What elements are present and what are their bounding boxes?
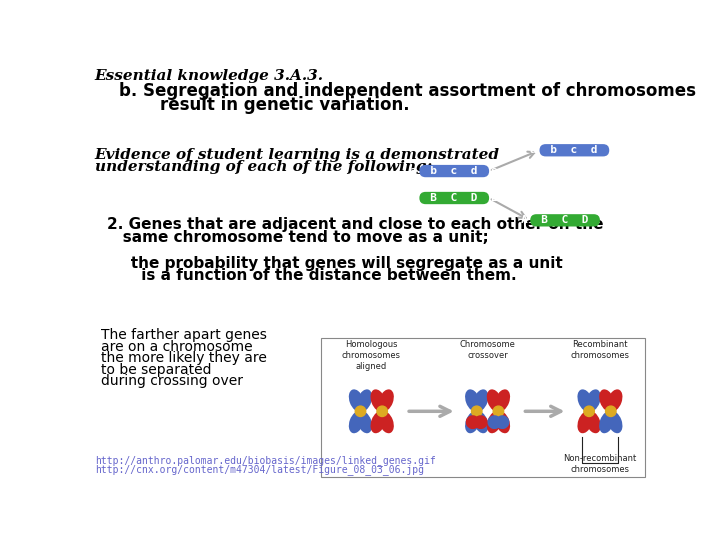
Text: http://anthro.palomar.edu/biobasis/images/linked_genes.gif: http://anthro.palomar.edu/biobasis/image…	[94, 455, 436, 466]
Circle shape	[355, 406, 366, 416]
Text: to be separated: to be separated	[101, 363, 212, 377]
Text: Evidence of student learning is a demonstrated: Evidence of student learning is a demons…	[94, 148, 500, 162]
Ellipse shape	[577, 411, 593, 433]
Text: Recombinant
chromosomes: Recombinant chromosomes	[570, 340, 629, 360]
Ellipse shape	[357, 389, 372, 411]
Ellipse shape	[474, 415, 487, 429]
Ellipse shape	[599, 389, 614, 411]
Ellipse shape	[357, 411, 372, 433]
Ellipse shape	[487, 415, 501, 429]
Text: same chromosome tend to move as a unit;: same chromosome tend to move as a unit;	[107, 230, 489, 245]
FancyBboxPatch shape	[539, 144, 609, 157]
Circle shape	[493, 406, 504, 416]
Text: understanding of each of the following:: understanding of each of the following:	[94, 160, 432, 174]
Text: result in genetic variation.: result in genetic variation.	[160, 96, 410, 113]
Ellipse shape	[465, 389, 480, 411]
Ellipse shape	[599, 411, 614, 433]
Circle shape	[377, 406, 387, 416]
Ellipse shape	[348, 411, 364, 433]
Ellipse shape	[371, 389, 386, 411]
Ellipse shape	[607, 389, 623, 411]
Ellipse shape	[473, 411, 488, 433]
Ellipse shape	[487, 411, 502, 433]
Ellipse shape	[607, 411, 623, 433]
Ellipse shape	[465, 411, 480, 433]
Text: The farther apart genes: The farther apart genes	[101, 328, 266, 342]
Circle shape	[472, 406, 482, 416]
Text: is a function of the distance between them.: is a function of the distance between th…	[114, 268, 516, 283]
Text: Homologous
chromosomes
aligned: Homologous chromosomes aligned	[342, 340, 401, 371]
Text: b. Segregation and independent assortment of chromosomes: b. Segregation and independent assortmen…	[120, 82, 696, 100]
FancyBboxPatch shape	[419, 192, 489, 204]
Ellipse shape	[379, 389, 394, 411]
FancyBboxPatch shape	[530, 214, 600, 226]
Ellipse shape	[495, 411, 510, 433]
Text: 2. Genes that are adjacent and close to each other on the: 2. Genes that are adjacent and close to …	[107, 217, 603, 232]
Ellipse shape	[473, 389, 488, 411]
FancyBboxPatch shape	[419, 165, 489, 177]
Ellipse shape	[487, 389, 502, 411]
Bar	[321, 338, 645, 477]
Text: http://cnx.org/content/m47304/latest/Figure_08_03_06.jpg: http://cnx.org/content/m47304/latest/Fig…	[94, 464, 423, 475]
Text: the more likely they are: the more likely they are	[101, 351, 266, 365]
Text: A  B  C  D  E: A B C D E	[410, 193, 498, 203]
Text: Non-recombinant
chromosomes: Non-recombinant chromosomes	[563, 454, 636, 474]
Text: a  b  c  d  e: a b c d e	[531, 145, 618, 156]
Ellipse shape	[379, 411, 394, 433]
Text: a  b  c  d  e: a b c d e	[410, 166, 498, 176]
Text: the probability that genes will segregate as a unit: the probability that genes will segregat…	[114, 256, 562, 271]
Ellipse shape	[495, 415, 509, 429]
Ellipse shape	[466, 415, 480, 429]
Ellipse shape	[577, 389, 593, 411]
Ellipse shape	[495, 389, 510, 411]
Circle shape	[606, 406, 616, 416]
Text: Essential knowledge 3.A.3.: Essential knowledge 3.A.3.	[94, 69, 324, 83]
Text: are on a chromosome: are on a chromosome	[101, 340, 253, 354]
Text: during crossing over: during crossing over	[101, 374, 243, 388]
Ellipse shape	[585, 389, 600, 411]
Ellipse shape	[585, 411, 600, 433]
Text: Chromosome
crossover: Chromosome crossover	[459, 340, 516, 360]
Ellipse shape	[348, 389, 364, 411]
Circle shape	[584, 406, 594, 416]
Ellipse shape	[371, 411, 386, 433]
Text: A  B  C  D  E: A B C D E	[521, 215, 609, 225]
